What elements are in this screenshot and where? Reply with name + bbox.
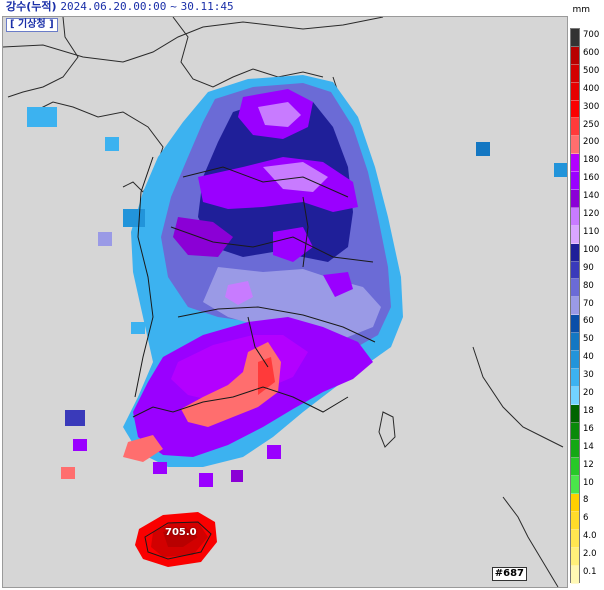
legend-label: 100	[583, 244, 600, 255]
legend-swatch	[571, 136, 579, 155]
time-end: 30.11:45	[180, 0, 234, 13]
legend-swatch	[571, 404, 579, 423]
scattered-cells	[27, 107, 567, 334]
time-start: 2024.06.20.00:00	[60, 0, 167, 13]
legend-swatch	[571, 315, 579, 334]
map-badge: #687	[491, 567, 527, 581]
legend-label: 120	[583, 209, 600, 219]
legend-swatch	[571, 440, 579, 459]
legend-swatch	[571, 207, 579, 226]
coastline-north	[3, 17, 384, 63]
legend-label: 160	[583, 173, 600, 184]
legend-swatch	[571, 64, 579, 83]
legend-swatch	[571, 297, 579, 316]
province-border-1	[182, 166, 349, 198]
legend-swatch	[571, 512, 579, 530]
jeju-rain	[135, 512, 217, 567]
legend-label: 12	[583, 459, 594, 470]
legend-label: 700	[583, 30, 600, 40]
legend-label: 500	[583, 65, 600, 76]
legend-label: 6	[583, 513, 589, 524]
legend-label: 40	[583, 352, 594, 363]
legend-label: 16	[583, 423, 594, 434]
legend-swatch	[571, 494, 579, 513]
west-coast	[134, 156, 154, 398]
legend-label: 10	[583, 477, 594, 488]
legend: 700 600 500 400 300 250 200 180 160 140 120 110 100 9…	[570, 28, 604, 586]
precipitation-map[interactable]: 705.0 #687	[2, 16, 568, 588]
south-coast	[132, 386, 349, 418]
title-text: 강수(누적)	[6, 0, 57, 13]
unit-label: mm	[572, 5, 590, 15]
legend-swatch	[571, 368, 579, 387]
legend-color-bar	[570, 28, 580, 584]
legend-label: 50	[583, 334, 594, 345]
legend-swatch	[571, 46, 579, 65]
legend-swatch	[571, 458, 579, 477]
province-border-4	[247, 316, 269, 368]
province-border-5	[302, 196, 309, 268]
legend-label: 30	[583, 370, 594, 381]
legend-swatch	[571, 333, 579, 352]
legend-label: 250	[583, 119, 600, 130]
rain-field	[61, 75, 403, 487]
legend-label: 140	[583, 191, 600, 202]
legend-label: 400	[583, 83, 600, 94]
legend-label: 60	[583, 316, 594, 327]
legend-swatch	[571, 351, 579, 369]
legend-swatch	[571, 565, 579, 584]
legend-swatch	[571, 422, 579, 441]
map-title: 강수(누적) 2024.06.20.00:00 ~ 30.11:45	[6, 0, 234, 14]
island-east	[378, 411, 396, 448]
legend-label: 110	[583, 226, 600, 237]
legend-swatch	[571, 261, 579, 280]
legend-swatch	[571, 386, 579, 405]
legend-swatch	[571, 29, 579, 47]
province-border-2	[170, 226, 374, 263]
legend-label: 600	[583, 47, 600, 58]
legend-label: 80	[583, 280, 594, 291]
province-border-3	[177, 306, 376, 343]
legend-swatch	[571, 476, 579, 495]
japan-coast-2	[502, 496, 559, 587]
legend-label: 4.0	[583, 531, 597, 542]
legend-label: 0.1	[583, 567, 597, 577]
legend-label: 20	[583, 388, 594, 398]
legend-swatch	[571, 190, 579, 208]
peak-value-label: 705.0	[165, 527, 197, 538]
legend-swatch	[571, 547, 579, 566]
legend-label: 200	[583, 137, 600, 148]
legend-label: 70	[583, 298, 594, 309]
legend-swatch	[571, 243, 579, 262]
map-canvas	[3, 17, 567, 587]
time-separator: ~	[170, 0, 177, 13]
china-border	[7, 17, 79, 98]
legend-label: 90	[583, 262, 594, 273]
legend-swatch	[571, 279, 579, 298]
japan-coast	[472, 346, 564, 448]
legend-swatch	[571, 82, 579, 101]
legend-label: 14	[583, 441, 594, 452]
legend-swatch	[571, 154, 579, 173]
legend-swatch	[571, 529, 579, 548]
legend-swatch	[571, 100, 579, 119]
border-north-korea	[172, 17, 324, 88]
legend-swatch	[571, 172, 579, 191]
legend-swatch	[571, 118, 579, 137]
legend-label: 2.0	[583, 549, 597, 560]
agency-badge: [ 기상청 ]	[6, 18, 58, 32]
coastline-west	[32, 101, 164, 193]
legend-label: 180	[583, 155, 600, 166]
legend-label: 18	[583, 405, 594, 416]
legend-label: 8	[583, 495, 589, 506]
legend-label: 300	[583, 101, 600, 112]
legend-swatch	[571, 225, 579, 244]
